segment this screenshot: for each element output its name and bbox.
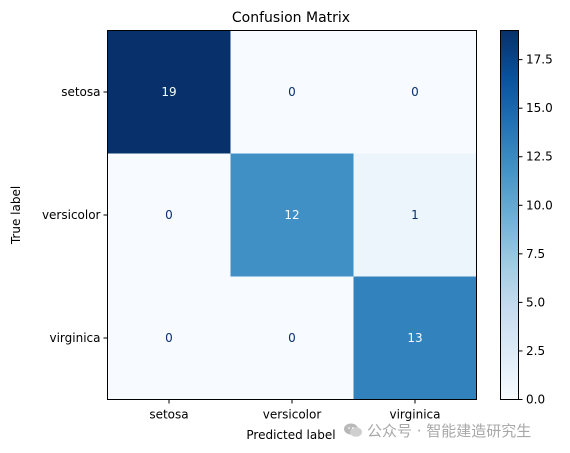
colorbar-tick-label: 15.0 [526,101,553,115]
heatmap-cell-setosa-versicolor [230,30,354,154]
colorbar-ticks: 0.0 2.5 5.0 7.5 10.0 12.5 15.0 17.5 [518,53,553,407]
watermark: 公众号 · 智能建造研究生 [343,420,531,441]
cell-value-label: 12 [284,208,299,222]
colorbar-tick-label: 7.5 [526,247,545,261]
cell-value-label: 0 [288,85,296,99]
x-tick-label: virginica [390,408,441,422]
cell-value-label: 19 [161,85,176,99]
x-tick-label: versicolor [263,408,322,422]
colorbar-tick-label: 5.0 [526,295,545,309]
colorbar [500,30,519,400]
x-axis: setosa versicolor virginica [149,399,441,422]
cell-value-label: 13 [407,331,422,345]
colorbar-tick-label: 12.5 [526,150,553,164]
y-tick-label: setosa [61,85,100,99]
wechat-icon [344,423,362,437]
colorbar-tick-label: 2.5 [526,344,545,358]
cell-value-label: 1 [411,208,419,222]
heatmap-cell-setosa-virginica [353,30,477,154]
heatmap-cell-labels: 19 0 0 0 12 1 0 0 13 [161,85,422,345]
heatmap-cell-versicolor-setosa [107,153,231,277]
heatmap-cell-virginica-virginica [353,276,477,400]
chart-title: Confusion Matrix [232,10,350,26]
heatmap-cells [107,30,477,400]
heatmap-cell-versicolor-virginica [353,153,477,277]
y-tick-label: versicolor [42,208,101,222]
y-axis-label: True label [9,186,23,245]
y-axis: setosa versicolor virginica [42,85,108,345]
heatmap-cell-virginica-setosa [107,276,231,400]
cell-value-label: 0 [165,331,173,345]
watermark-text: 公众号 · 智能建造研究生 [367,422,532,440]
colorbar-tick-label: 0.0 [526,393,545,407]
colorbar-tick-label: 10.0 [526,198,553,212]
x-tick-label: setosa [149,408,188,422]
cell-value-label: 0 [411,85,419,99]
x-axis-label: Predicted label [246,428,335,442]
heatmap-cell-setosa-setosa [107,30,231,154]
heatmap-cell-virginica-versicolor [230,276,354,400]
colorbar-tick-label: 17.5 [526,53,553,67]
cell-value-label: 0 [165,208,173,222]
y-tick-label: virginica [50,331,101,345]
heatmap-cell-versicolor-versicolor [230,153,354,277]
cell-value-label: 0 [288,331,296,345]
